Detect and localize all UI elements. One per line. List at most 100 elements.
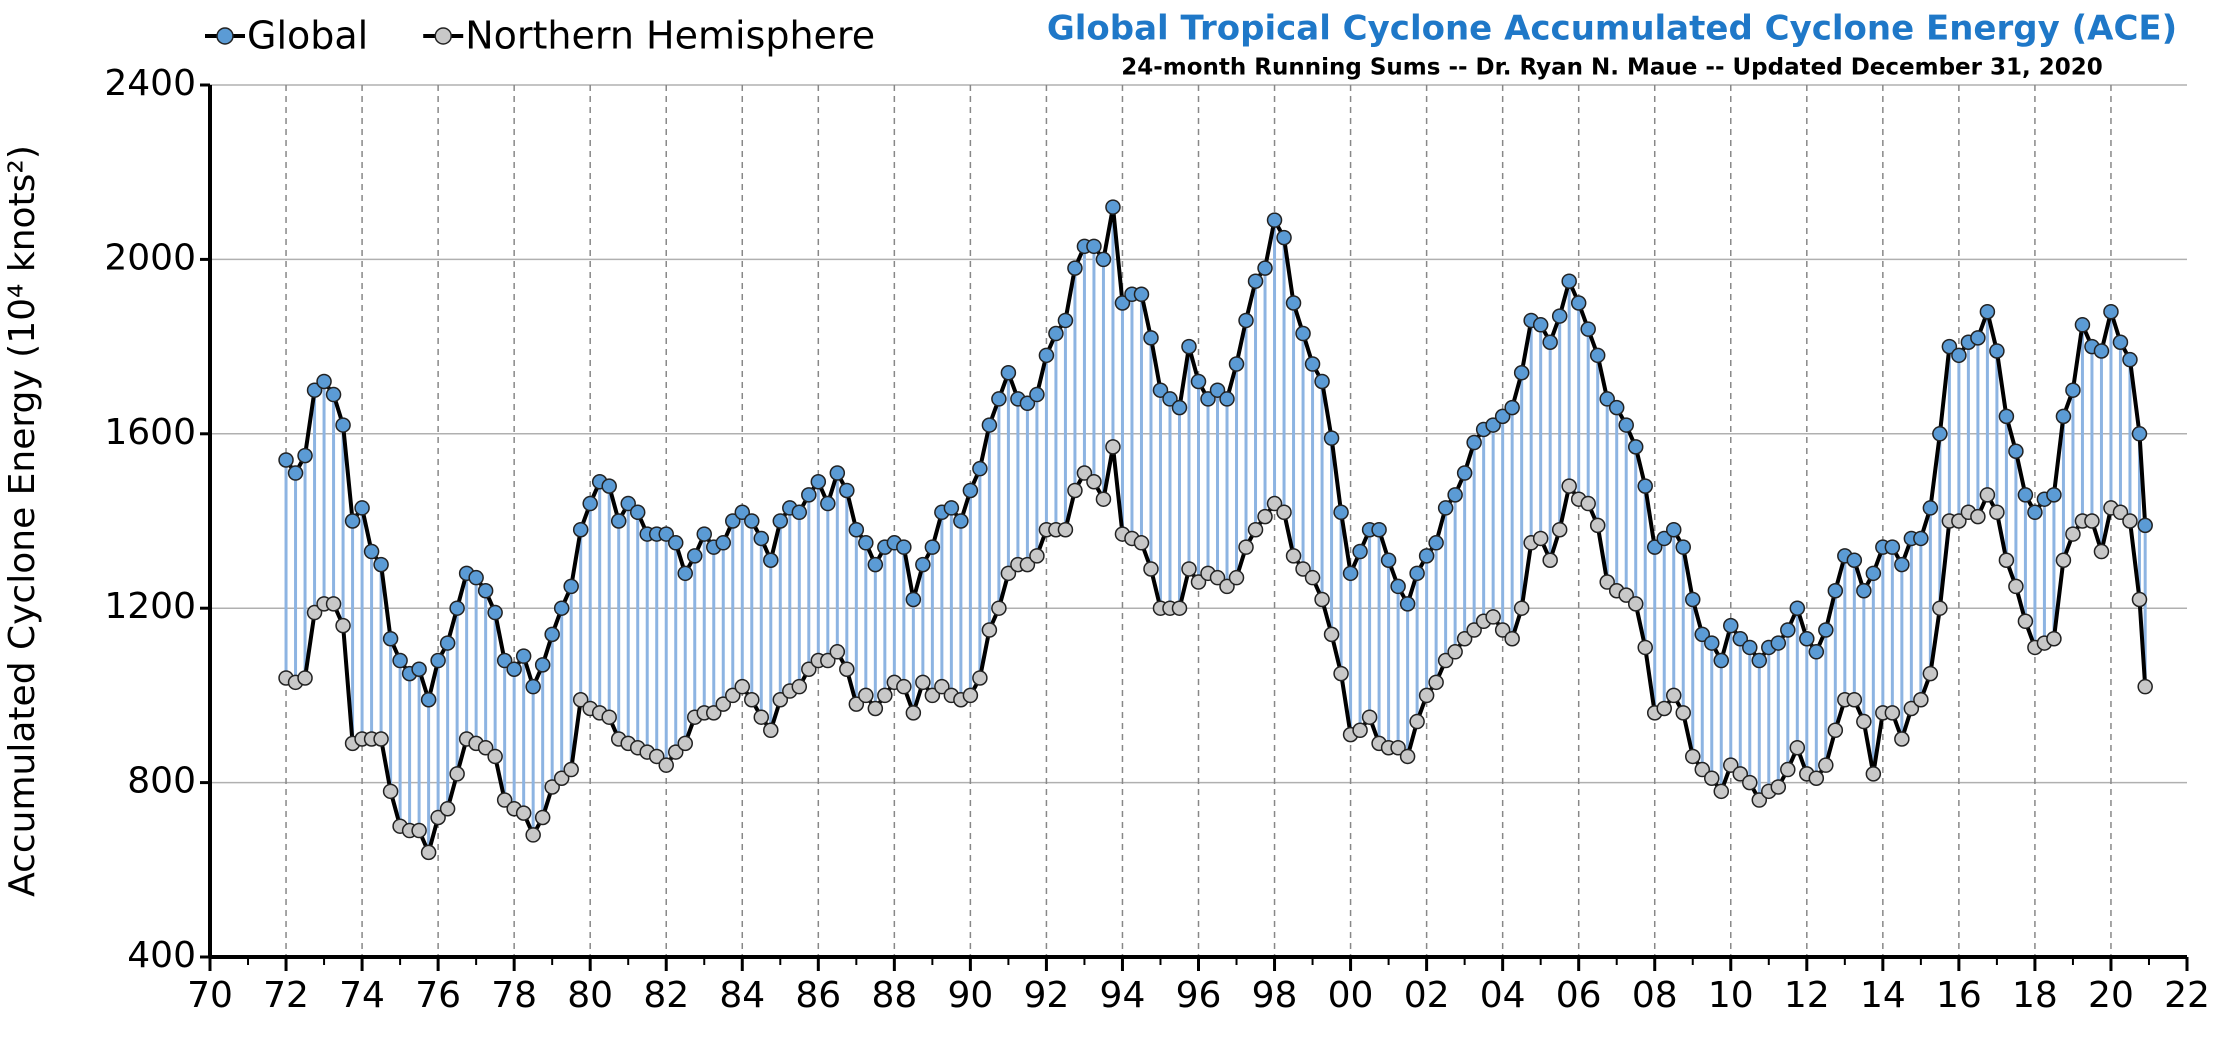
data-point (1704, 770, 1720, 786)
data-point (1561, 273, 1577, 289)
data-point (1228, 356, 1245, 372)
data-point (1361, 709, 1378, 725)
data-point (1380, 552, 1397, 568)
data-point (1770, 779, 1787, 795)
data-point (306, 604, 323, 621)
data-point (1314, 373, 1330, 390)
data-point (1456, 465, 1473, 481)
data-point (1970, 330, 1986, 346)
data-point (1551, 521, 1568, 538)
data-point (1048, 325, 1064, 342)
data-point (1000, 565, 1017, 582)
data-point (1989, 343, 2005, 359)
data-point (763, 552, 779, 568)
data-point (1627, 439, 1644, 455)
data-point (1494, 622, 1511, 638)
data-point (1589, 517, 1606, 534)
data-point (515, 805, 532, 821)
data-point (1304, 569, 1321, 586)
data-point (1076, 465, 1093, 481)
data-point (896, 678, 912, 695)
data-point (1713, 652, 1730, 669)
data-point (981, 417, 998, 433)
data-point (1067, 260, 1083, 276)
data-point (1542, 552, 1558, 568)
data-point (316, 373, 332, 390)
data-point (1399, 748, 1416, 765)
data-point (1618, 587, 1634, 603)
data-point (2017, 613, 2034, 630)
data-point (1266, 495, 1283, 512)
data-point (373, 731, 389, 747)
data-point (1989, 504, 2005, 521)
data-point (629, 504, 646, 521)
data-point (563, 578, 579, 595)
data-point (1856, 583, 1872, 599)
data-point (1570, 295, 1587, 311)
data-point (1257, 260, 1273, 276)
data-point (1865, 565, 1882, 582)
data-point (1894, 556, 1910, 573)
data-point (1285, 295, 1302, 311)
data-point (506, 661, 522, 677)
data-point (1266, 212, 1283, 228)
data-point (1418, 548, 1435, 564)
data-point (1742, 639, 1758, 656)
data-point (430, 809, 446, 826)
data-point (1504, 399, 1520, 416)
data-point (1209, 569, 1226, 586)
data-point (1732, 630, 1749, 647)
data-point (810, 474, 827, 490)
x-tick-label: 20 (2088, 975, 2134, 1016)
data-point (553, 770, 570, 786)
y-tick-label: 1600 (104, 412, 196, 453)
data-point (1704, 635, 1720, 651)
data-point (1494, 408, 1511, 425)
data-point (915, 556, 931, 573)
data-point (477, 583, 494, 599)
x-tick-label: 98 (1252, 975, 1298, 1016)
data-point (2122, 351, 2138, 368)
data-point (1447, 644, 1463, 660)
data-point (1171, 399, 1188, 416)
data-point (525, 678, 541, 695)
data-point (734, 504, 751, 521)
data-point (1000, 365, 1017, 381)
data-point (1665, 687, 1682, 704)
data-point (1371, 521, 1387, 538)
data-point (1437, 500, 1454, 516)
x-tick-label: 76 (415, 975, 461, 1016)
data-point (278, 452, 294, 468)
data-point (1504, 630, 1520, 647)
data-point (1580, 495, 1596, 512)
data-point (1019, 556, 1036, 573)
data-point (1352, 543, 1368, 560)
data-point (601, 709, 617, 725)
data-point (1846, 552, 1863, 568)
x-tick-label: 72 (263, 975, 309, 1016)
data-point (744, 513, 760, 529)
data-point (1295, 325, 1311, 342)
data-point (1780, 622, 1796, 638)
series-line (285, 446, 2148, 859)
data-point (848, 696, 865, 712)
data-point (820, 652, 836, 669)
data-point (363, 543, 380, 560)
data-point (1456, 630, 1473, 647)
chart-title: Global Tropical Cyclone Accumulated Cycl… (1047, 9, 2177, 49)
data-point (1751, 652, 1768, 669)
data-point (1105, 199, 1121, 215)
data-point (1304, 356, 1321, 372)
data-point (1751, 792, 1768, 808)
data-point (972, 670, 988, 686)
data-point (1029, 548, 1045, 564)
data-point (2112, 504, 2129, 521)
data-point (487, 748, 503, 765)
x-tick-label: 94 (1100, 975, 1146, 1016)
data-point (449, 766, 465, 782)
data-point (1295, 561, 1311, 577)
data-point (287, 465, 304, 481)
data-point (1589, 347, 1606, 364)
data-point (962, 687, 979, 704)
data-point (858, 687, 874, 704)
